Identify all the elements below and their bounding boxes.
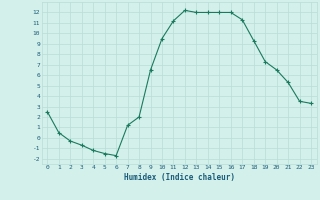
X-axis label: Humidex (Indice chaleur): Humidex (Indice chaleur): [124, 173, 235, 182]
